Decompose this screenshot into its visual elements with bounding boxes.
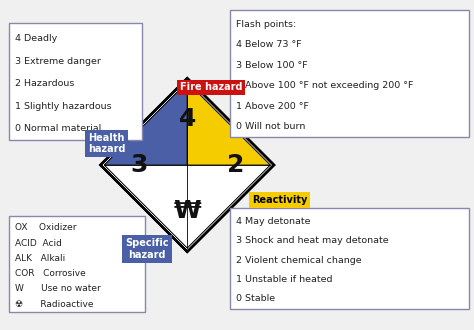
- Text: 2 Hazardous: 2 Hazardous: [15, 79, 74, 88]
- Text: COR   Corrosive: COR Corrosive: [15, 269, 86, 278]
- Text: 4 May detonate: 4 May detonate: [236, 217, 310, 226]
- Text: 1 Unstable if heated: 1 Unstable if heated: [236, 275, 332, 284]
- Polygon shape: [187, 82, 270, 248]
- Text: 3 Shock and heat may detonate: 3 Shock and heat may detonate: [236, 236, 388, 246]
- Text: 4: 4: [179, 107, 196, 131]
- Text: ☢      Radioactive: ☢ Radioactive: [15, 300, 94, 309]
- FancyBboxPatch shape: [230, 208, 469, 309]
- FancyBboxPatch shape: [230, 10, 469, 137]
- Text: 3 Below 100 °F: 3 Below 100 °F: [236, 61, 307, 70]
- Text: 2: 2: [227, 153, 244, 177]
- Text: 2 Violent chemical change: 2 Violent chemical change: [236, 256, 361, 265]
- Text: W      Use no water: W Use no water: [15, 284, 101, 293]
- Text: 1 Slightly hazardous: 1 Slightly hazardous: [15, 102, 112, 111]
- Text: Flash points:: Flash points:: [236, 19, 296, 29]
- Polygon shape: [104, 165, 270, 248]
- Text: Specific
hazard: Specific hazard: [125, 238, 169, 260]
- Text: 0 Will not burn: 0 Will not burn: [236, 122, 305, 131]
- Text: 0 Stable: 0 Stable: [236, 294, 275, 303]
- Text: 0 Normal material: 0 Normal material: [15, 124, 101, 133]
- Text: ACID  Acid: ACID Acid: [15, 239, 62, 248]
- Text: 3 Extreme danger: 3 Extreme danger: [15, 56, 101, 66]
- Text: OX    Oxidizer: OX Oxidizer: [15, 223, 77, 232]
- Text: Fire hazard: Fire hazard: [180, 82, 242, 92]
- Text: 4 Below 73 °F: 4 Below 73 °F: [236, 40, 301, 49]
- Text: 2 Above 100 °F not exceeding 200 °F: 2 Above 100 °F not exceeding 200 °F: [236, 81, 413, 90]
- Polygon shape: [100, 78, 274, 252]
- FancyBboxPatch shape: [9, 23, 142, 140]
- Text: Reactivity: Reactivity: [252, 195, 307, 205]
- Polygon shape: [104, 82, 270, 165]
- Text: 4 Deadly: 4 Deadly: [15, 34, 57, 43]
- FancyBboxPatch shape: [9, 216, 145, 312]
- Text: Health
hazard: Health hazard: [88, 133, 126, 154]
- Text: 3: 3: [130, 153, 148, 177]
- Text: ALK   Alkali: ALK Alkali: [15, 254, 65, 263]
- Polygon shape: [104, 82, 187, 248]
- Text: ₩: ₩: [173, 199, 201, 223]
- Text: 1 Above 200 °F: 1 Above 200 °F: [236, 102, 309, 111]
